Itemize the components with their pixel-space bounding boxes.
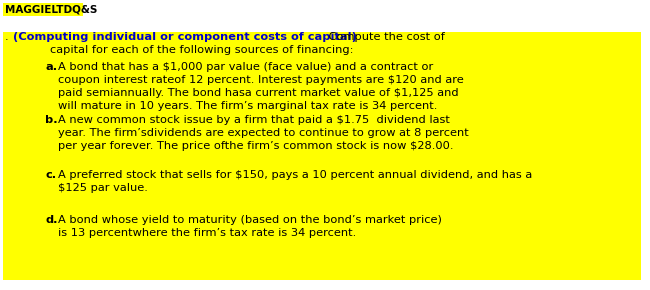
Text: (Computing individual or component costs of capital): (Computing individual or component costs… xyxy=(13,32,357,42)
Text: coupon interest rateof 12 percent. Interest payments are $120 and are: coupon interest rateof 12 percent. Inter… xyxy=(58,75,463,85)
Text: MAGGIELTDQ&S: MAGGIELTDQ&S xyxy=(5,4,98,14)
Text: A bond whose yield to maturity (based on the bond’s market price): A bond whose yield to maturity (based on… xyxy=(58,215,442,225)
Text: year. The firm’sdividends are expected to continue to grow at 8 percent: year. The firm’sdividends are expected t… xyxy=(58,128,469,138)
Text: c.: c. xyxy=(45,170,56,180)
Text: is 13 percentwhere the firm’s tax rate is 34 percent.: is 13 percentwhere the firm’s tax rate i… xyxy=(58,228,356,238)
Text: a.: a. xyxy=(45,62,57,72)
Bar xyxy=(3,3,83,16)
Bar xyxy=(3,32,641,280)
Text: b.: b. xyxy=(45,115,58,125)
Text: d.: d. xyxy=(45,215,57,225)
Text: will mature in 10 years. The firm’s marginal tax rate is 34 percent.: will mature in 10 years. The firm’s marg… xyxy=(58,101,437,111)
Text: capital for each of the following sources of financing:: capital for each of the following source… xyxy=(50,45,354,55)
Text: per year forever. The price ofthe firm’s common stock is now $28.00.: per year forever. The price ofthe firm’s… xyxy=(58,141,454,151)
Text: $125 par value.: $125 par value. xyxy=(58,183,148,193)
Text: A bond that has a $1,000 par value (face value) and a contract or: A bond that has a $1,000 par value (face… xyxy=(58,62,434,72)
Text: paid semiannually. The bond hasa current market value of $1,125 and: paid semiannually. The bond hasa current… xyxy=(58,88,459,98)
Text: .: . xyxy=(5,32,12,42)
Text: A preferred stock that sells for $150, pays a 10 percent annual dividend, and ha: A preferred stock that sells for $150, p… xyxy=(58,170,532,180)
Text: A new common stock issue by a firm that paid a $1.75  dividend last: A new common stock issue by a firm that … xyxy=(58,115,450,125)
Text: Compute the cost of: Compute the cost of xyxy=(325,32,445,42)
